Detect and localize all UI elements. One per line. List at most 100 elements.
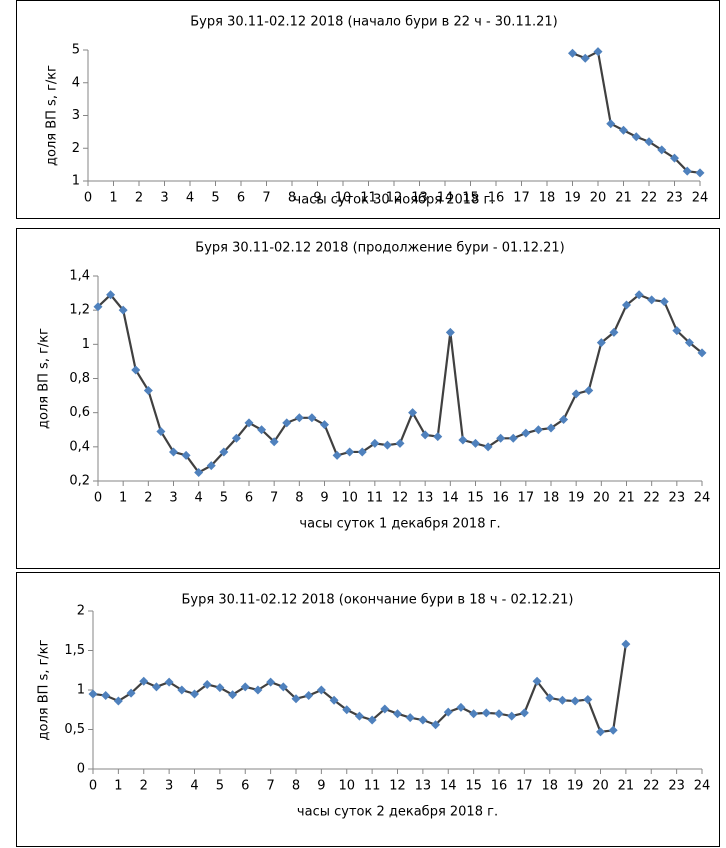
data-point [519,708,529,718]
data-point [644,137,654,147]
data-point [228,690,238,700]
data-point [571,389,581,399]
data-point [382,440,392,450]
x-tick-label: 17 [516,779,533,794]
x-tick-label: 22 [643,779,660,794]
x-tick-label: 19 [564,191,581,206]
x-tick-label: 0 [89,779,97,794]
data-point [190,689,199,699]
data-point [393,709,402,719]
x-tick-label: 13 [417,491,434,506]
data-point [342,705,352,715]
x-tick-label: 0 [84,191,92,206]
x-tick-label: 4 [186,191,194,206]
x-tick-label: 6 [237,191,245,206]
data-point [508,433,518,443]
x-tick-label: 17 [513,191,530,206]
data-point [521,428,531,438]
data-point [240,682,250,692]
x-tick-label: 21 [618,491,635,506]
data-point [177,685,187,695]
data-point [445,327,455,337]
data-point [320,420,329,430]
y-tick-label: 0,2 [69,474,90,489]
data-point [143,385,153,395]
data-point [606,119,616,129]
data-point [118,305,128,315]
y-tick-label: 4 [72,75,80,90]
data-point [304,691,314,701]
data-point [657,145,667,155]
data-point [278,682,288,692]
x-tick-label: 20 [593,491,610,506]
data-point [215,683,225,693]
data-point [164,677,174,687]
data-point [471,438,480,448]
data-point [568,48,577,58]
x-tick-label: 10 [338,779,355,794]
data-point [431,720,441,730]
data-point [697,348,707,358]
x-tick-label: 13 [411,191,428,206]
data-point [156,426,166,436]
data-point [580,53,590,63]
x-tick-label: 12 [386,191,403,206]
data-point [370,438,380,448]
data-point [269,437,279,447]
data-point [608,725,618,735]
data-point [329,695,339,705]
data-point [266,677,276,687]
data-point [583,694,593,704]
x-tick-label: 15 [467,491,484,506]
data-point [395,438,405,448]
data-point [294,413,304,423]
chart-title: Буря 30.11-02.12 2018 (начало бури в 22 … [190,15,557,30]
y-tick-label: 1 [72,174,80,189]
y-tick-label: 1 [77,683,85,698]
data-point [481,708,491,718]
x-tick-label: 7 [266,779,274,794]
data-point [316,685,326,695]
data-point [533,425,543,435]
x-tick-label: 14 [442,491,459,506]
x-tick-label: 8 [295,491,303,506]
x-tick-label: 17 [518,491,535,506]
data-point [354,711,364,721]
x-tick-label: 21 [618,779,635,794]
x-tick-label: 24 [694,491,711,506]
data-point [93,302,103,312]
y-tick-label: 1,4 [69,269,90,284]
data-line [572,49,701,174]
data-point [433,432,443,442]
x-axis-label: часы суток 2 декабря 2018 г. [297,805,498,820]
x-tick-label: 3 [165,779,173,794]
data-point [219,447,229,457]
data-point [557,695,567,705]
data-point [367,715,377,725]
x-tick-label: 12 [389,779,406,794]
x-tick-label: 1 [119,491,127,506]
x-tick-label: 9 [320,491,328,506]
data-point [405,713,415,723]
y-tick-label: 5 [72,43,80,58]
x-tick-label: 6 [245,491,253,506]
data-point [647,295,657,305]
y-axis-label: доля ВП s, г/кг [37,639,52,740]
x-tick-label: 24 [692,191,709,206]
data-point [443,707,453,717]
x-tick-label: 19 [567,779,584,794]
data-point [357,447,367,457]
y-tick-label: 2 [72,141,80,156]
x-tick-label: 15 [465,779,482,794]
data-point [139,676,149,686]
data-point [545,693,555,703]
data-point [420,430,430,440]
x-tick-label: 3 [160,191,168,206]
data-point [88,689,98,699]
data-point [631,132,641,142]
data-point [106,290,116,300]
x-tick-label: 9 [313,191,321,206]
data-point [194,467,204,477]
data-point [684,338,694,348]
